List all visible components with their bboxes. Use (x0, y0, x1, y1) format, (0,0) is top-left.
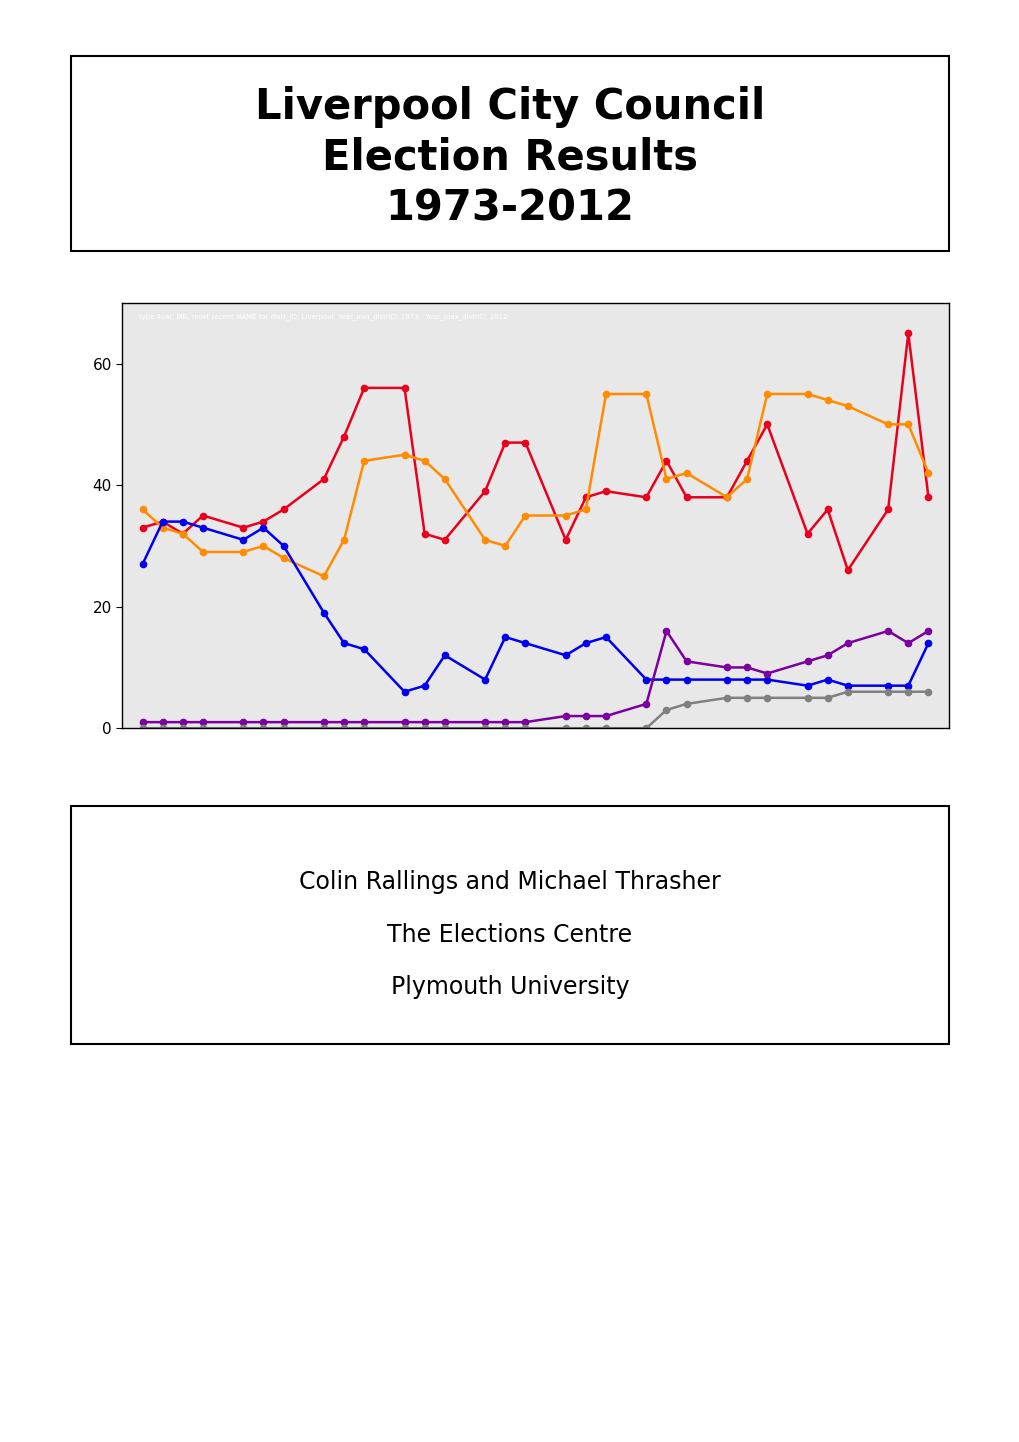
Text: 1973-2012: 1973-2012 (385, 187, 634, 229)
Text: The Elections Centre: The Elections Centre (387, 923, 632, 946)
Text: Colin Rallings and Michael Thrasher: Colin Rallings and Michael Thrasher (299, 870, 720, 894)
Text: Plymouth University: Plymouth University (390, 975, 629, 999)
Text: Liverpool City Council: Liverpool City Council (255, 87, 764, 128)
FancyBboxPatch shape (71, 56, 948, 251)
Text: Election Results: Election Results (322, 137, 697, 179)
FancyBboxPatch shape (71, 806, 948, 1044)
Text: type 4cat: MB, most recent NAME for distr_ID: Liverpool, Year_min_distrID: 1973,: type 4cat: MB, most recent NAME for dist… (139, 313, 506, 320)
